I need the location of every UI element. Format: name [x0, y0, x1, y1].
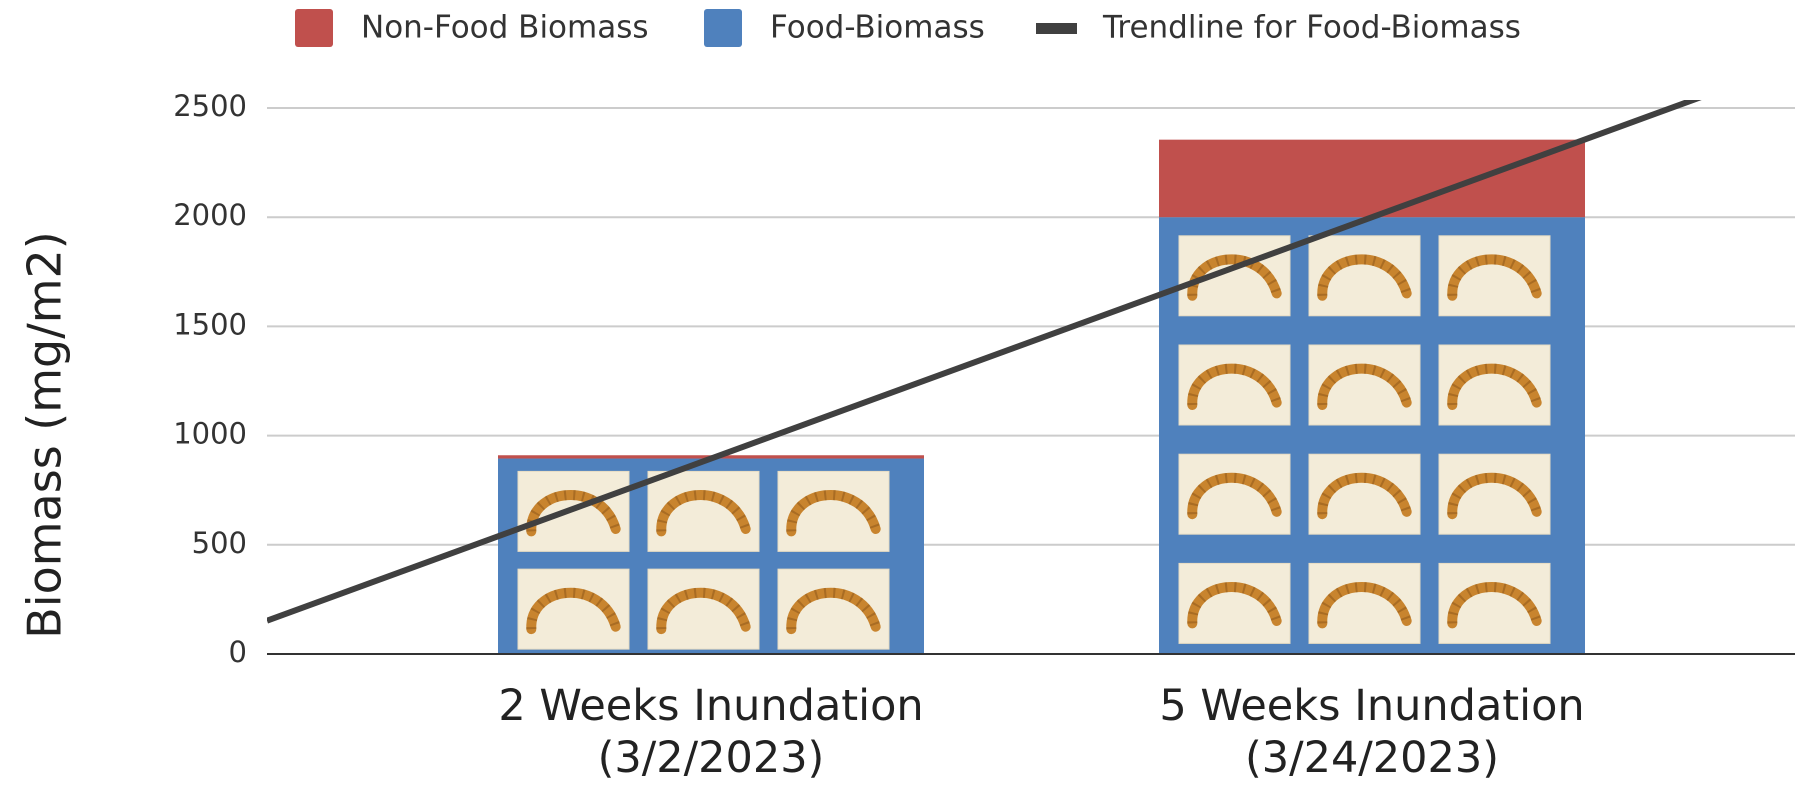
- y-tick-label: 500: [192, 526, 247, 560]
- larva: [1447, 363, 1542, 410]
- larva-tile: [1438, 235, 1551, 317]
- x-tick-label: 2 Weeks Inundation (3/2/2023): [498, 681, 923, 783]
- larva: [656, 587, 751, 635]
- y-tick-label: 1500: [173, 307, 247, 341]
- larva-tile: [517, 568, 630, 650]
- larva: [1187, 363, 1282, 410]
- larva: [786, 490, 881, 537]
- legend-swatch: [295, 9, 333, 47]
- larva-tile: [1308, 453, 1421, 535]
- larva: [1447, 582, 1542, 629]
- larva: [1187, 582, 1282, 629]
- legend: Non-Food Biomass Food-Biomass Trendline fo…: [295, 9, 1521, 47]
- legend-label: Food-Biomass: [770, 10, 985, 46]
- larva-tile: [647, 470, 760, 552]
- larva: [1317, 254, 1412, 301]
- larva: [1317, 472, 1412, 520]
- larva-tile: [1438, 453, 1551, 535]
- larva-tile: [647, 568, 760, 650]
- y-axis-title: Biomass (mg/m2): [18, 231, 72, 639]
- larva-tile: [777, 568, 890, 650]
- larva-tile: [777, 470, 890, 552]
- larva: [1447, 472, 1542, 520]
- larva-tile: [1178, 453, 1291, 535]
- legend-label: Trendline for Food-Biomass: [1102, 10, 1521, 46]
- larva-tile: [1308, 235, 1421, 317]
- larva: [1317, 582, 1412, 629]
- larva-tile: [1308, 562, 1421, 644]
- trendline: [267, 100, 1702, 624]
- larva: [786, 587, 881, 635]
- larva-tile: [1438, 344, 1551, 426]
- legend-swatch: [704, 9, 742, 47]
- larva-tile: [1178, 235, 1291, 317]
- larva: [1187, 472, 1282, 520]
- legend-label: Non-Food Biomass: [361, 10, 649, 46]
- legend-swatch: [1036, 23, 1077, 34]
- y-tick-label: 1000: [173, 417, 247, 451]
- larva-tile: [1308, 344, 1421, 426]
- larva-tile: [1178, 562, 1291, 644]
- y-tick-label: 0: [229, 635, 247, 669]
- larva-tile: [1178, 344, 1291, 426]
- bar-segment: [1159, 139, 1585, 218]
- larva: [1317, 363, 1412, 410]
- larva: [526, 490, 621, 537]
- larva: [526, 587, 621, 635]
- larva-tile: [1438, 562, 1551, 644]
- larva: [656, 490, 751, 537]
- y-tick-label: 2500: [173, 89, 247, 123]
- larva: [1447, 254, 1542, 301]
- y-tick-label: 2000: [173, 198, 247, 232]
- x-tick-label: 5 Weeks Inundation (3/24/2023): [1159, 681, 1584, 783]
